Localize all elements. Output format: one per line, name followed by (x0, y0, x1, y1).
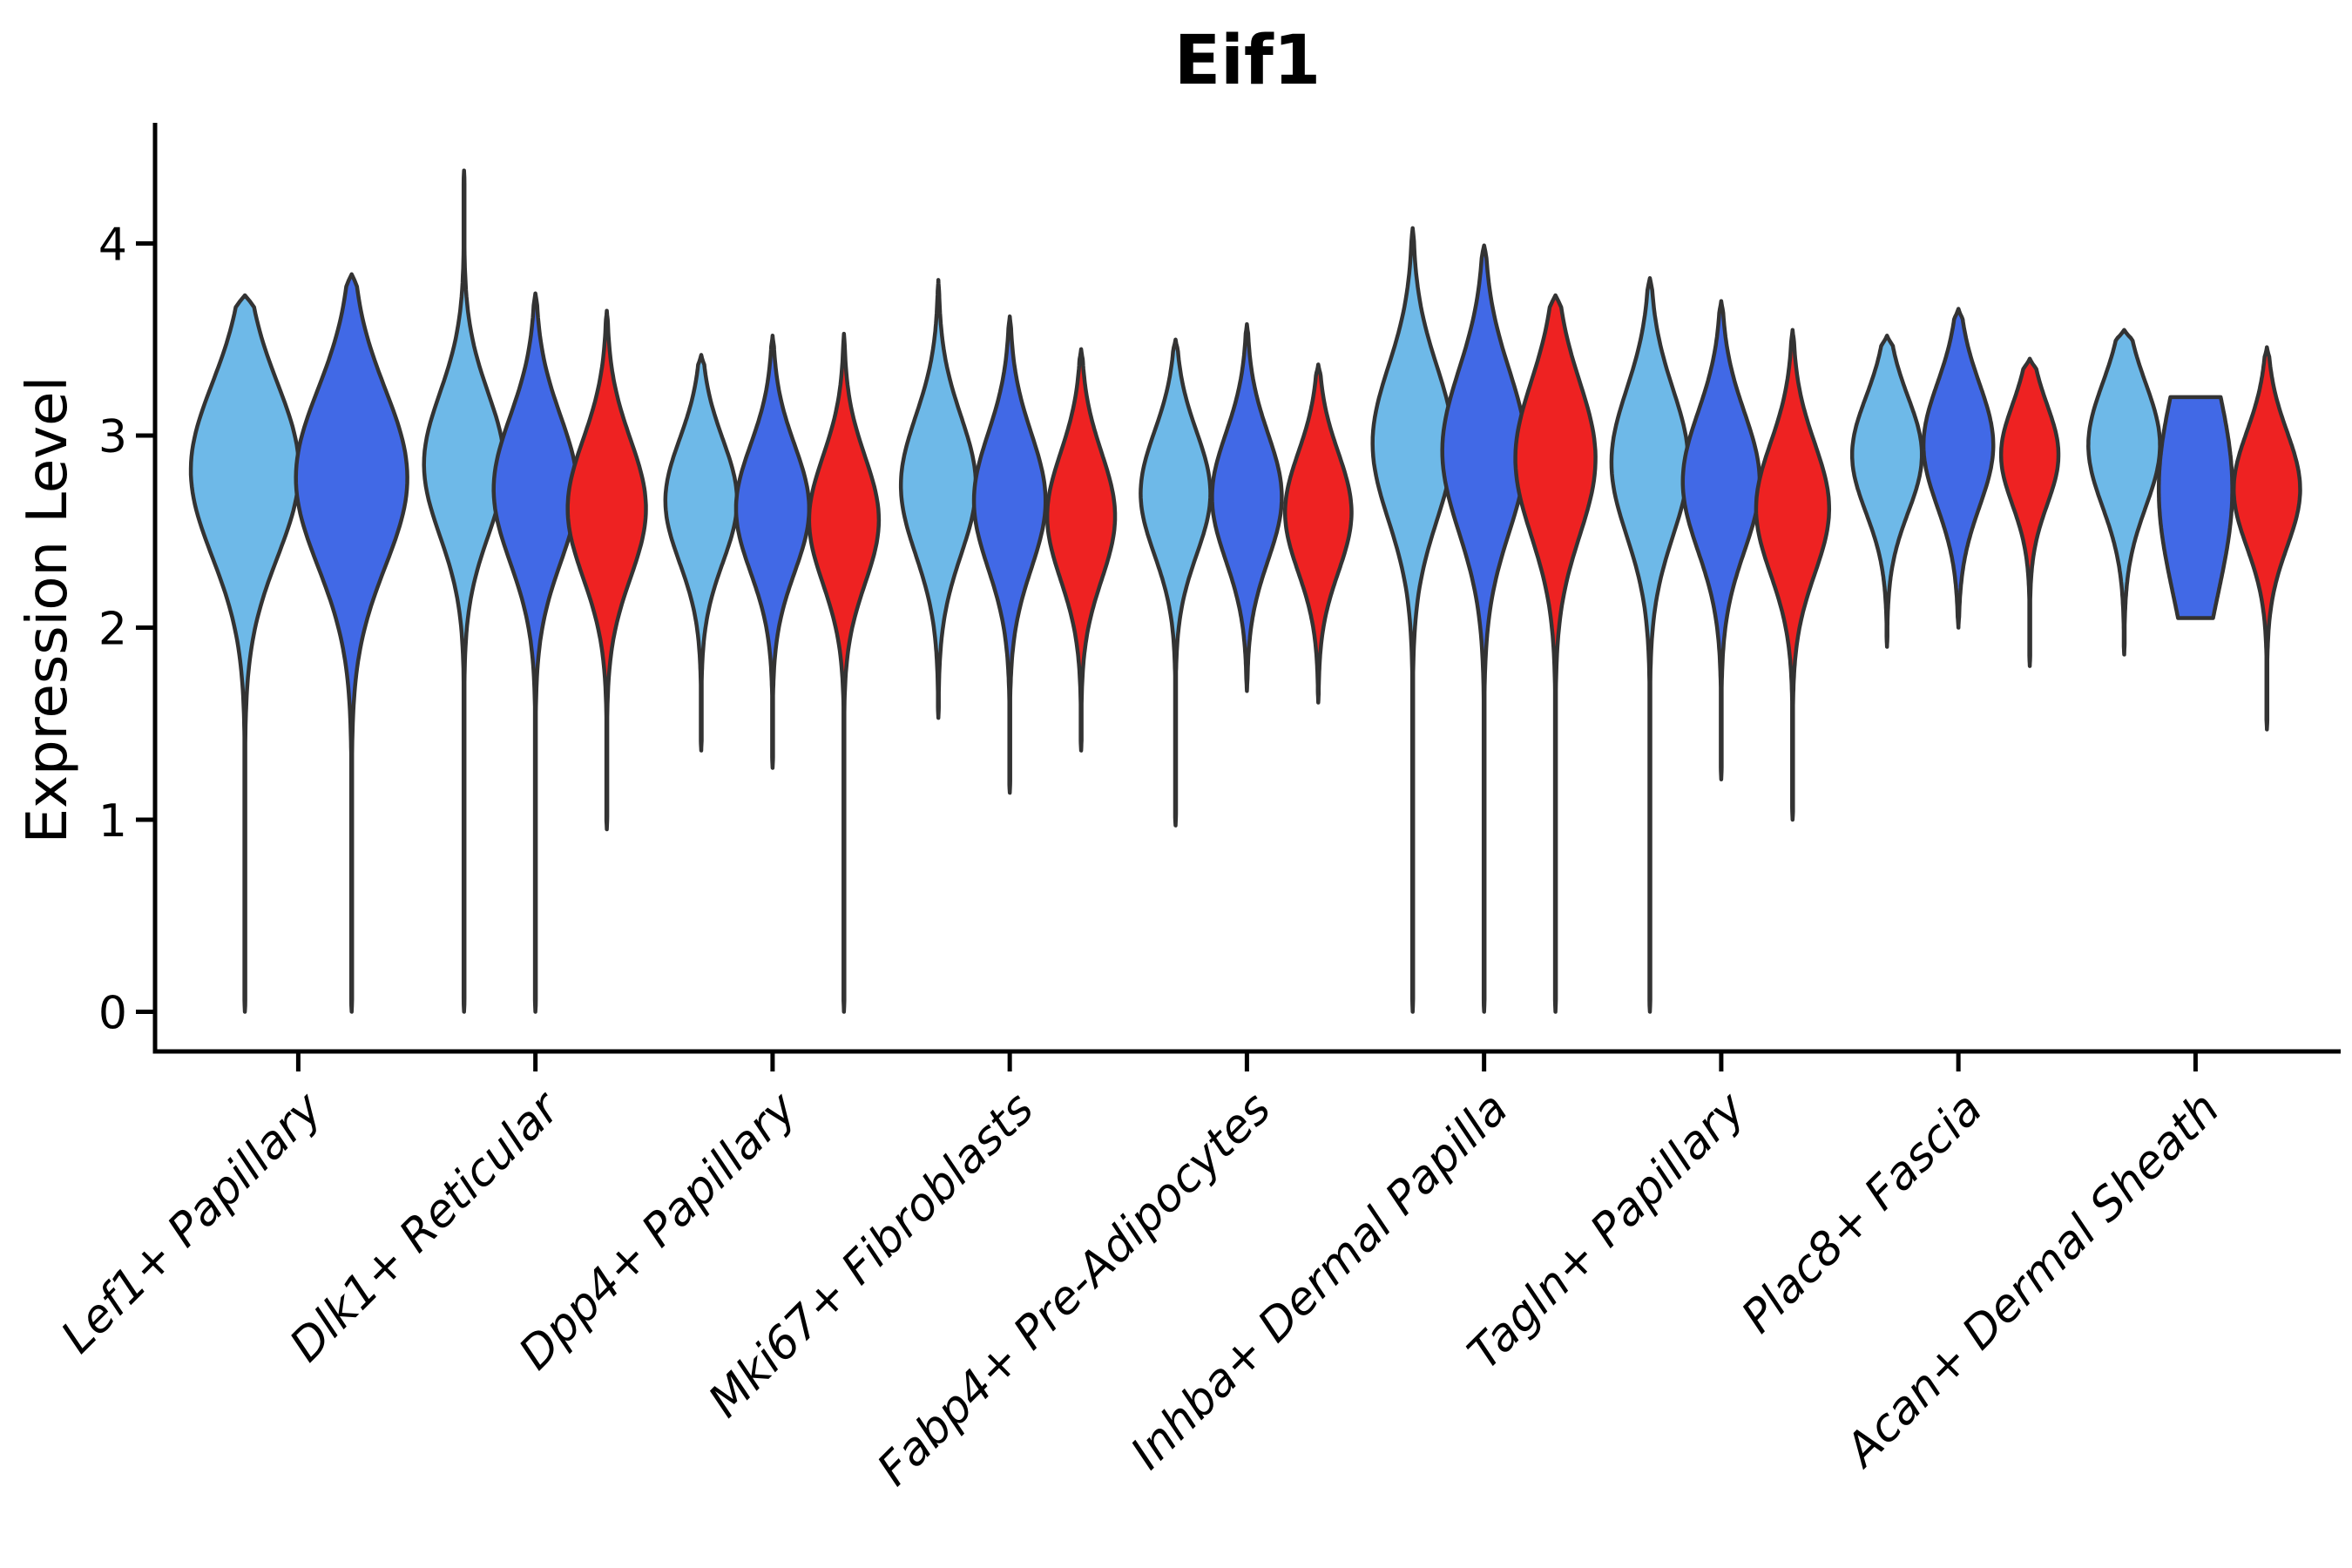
violin-Fabp4+-split-lightblue (1139, 337, 1213, 828)
violin-Mki67+-split-blue (971, 314, 1048, 795)
violin-Dpp4+-split-blue (733, 334, 812, 770)
x-tick-label: Acan+ Dermal Sheath (1835, 1083, 2230, 1478)
violin-Inhba+-split-red (1513, 293, 1598, 1014)
x-tick-label: Plac8+ Fascia (1732, 1083, 1992, 1343)
y-tick-labels: 0 1 2 3 4 (98, 220, 127, 1040)
violin-Plac8+-split-lightblue (1849, 334, 1924, 649)
violin-Dpp4+-split-lightblue (663, 353, 740, 753)
violin-Acan+-split-blue (2156, 395, 2234, 620)
violin-Plac8+-split-red (1998, 356, 2061, 668)
violin-Mki67+-split-lightblue (898, 278, 978, 720)
violin-Dlk1+-split-lightblue (422, 168, 506, 1014)
axes-group (136, 123, 2341, 1071)
x-tick-labels: Lef1+ Papillary Dlk1+ Reticular Dpp4+ Pa… (51, 1080, 2229, 1496)
violin-Acan+-split-red (2231, 345, 2302, 732)
y-tick-label: 2 (98, 604, 127, 656)
violin-Mki67+-split-red (1044, 347, 1118, 753)
y-axis-label: Expression Level (16, 376, 80, 844)
violin-Tagln+-split-blue (1680, 299, 1762, 781)
y-tick-label: 3 (98, 411, 127, 463)
x-tick-label: Fabp4+ Pre-Adipocytes (868, 1083, 1281, 1497)
violins-group (188, 168, 2302, 1014)
violin-Tagln+-split-red (1754, 328, 1832, 822)
violin-Inhba+-split-blue (1440, 243, 1528, 1014)
violin-Inhba+-split-lightblue (1370, 226, 1455, 1014)
y-tick-label: 0 (98, 988, 127, 1040)
violin-Tagln+-split-lightblue (1609, 275, 1691, 1014)
violin-Fabp4+-split-blue (1210, 321, 1284, 693)
x-tick-label: Inhba+ Dermal Papilla (1121, 1083, 1518, 1480)
violin-Dlk1+-split-red (565, 308, 648, 832)
violin-Dpp4+-split-red (807, 331, 882, 1014)
y-tick-label: 4 (98, 220, 127, 272)
violin-Lef1+-split-lightblue (188, 293, 301, 1014)
chart-title: Eif1 (1174, 22, 1321, 100)
violin-Fabp4+-split-red (1282, 362, 1354, 705)
x-tick-label: Lef1+ Papillary (51, 1082, 333, 1363)
violin-Plac8+-split-blue (1921, 307, 1996, 630)
violin-Acan+-split-lightblue (2086, 328, 2162, 657)
violin-Lef1+-split-blue (294, 272, 409, 1014)
violin-Dlk1+-split-blue (491, 291, 579, 1014)
y-tick-label: 1 (98, 795, 127, 848)
